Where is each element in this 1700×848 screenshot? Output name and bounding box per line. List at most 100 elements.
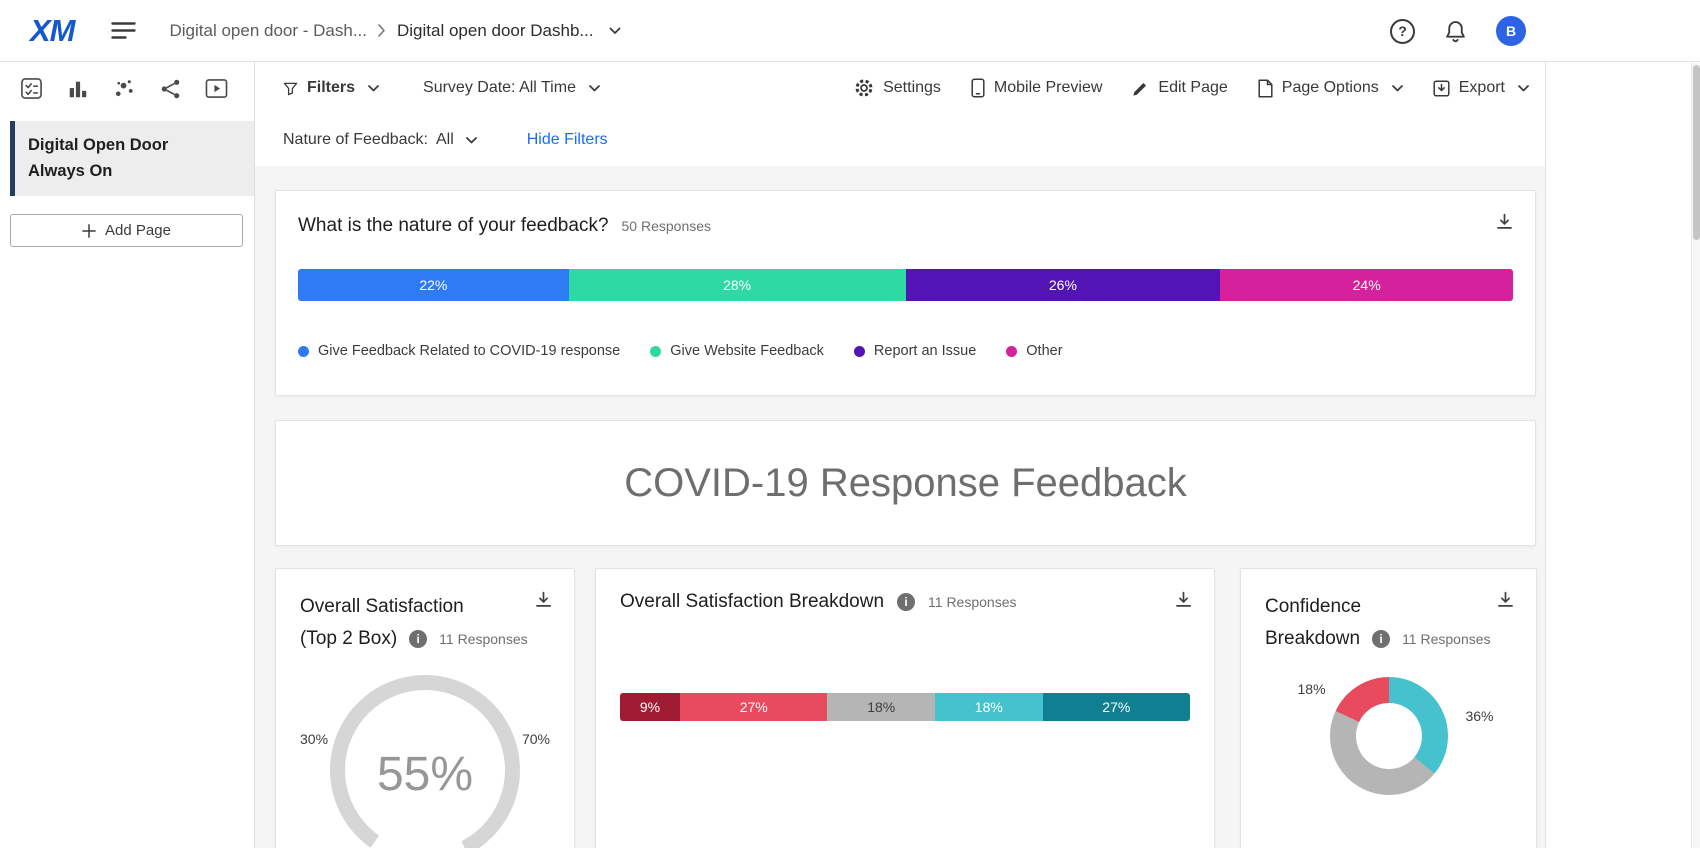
filters-button[interactable]: Filters	[283, 79, 379, 97]
right-gutter	[1546, 62, 1700, 848]
download-icon	[1497, 591, 1514, 608]
gauge-value: 55%	[376, 748, 474, 801]
mobile-phone-icon	[971, 78, 985, 98]
account-avatar[interactable]: B	[1496, 16, 1526, 46]
widget-overall-satisfaction: Overall Satisfaction (Top 2 Box) i 11 Re…	[275, 568, 575, 848]
widget-satisfaction-breakdown: Overall Satisfaction Breakdown i 11 Resp…	[595, 568, 1215, 848]
donut-label-36: 36%	[1465, 708, 1494, 724]
legend-item[interactable]: Give Feedback Related to COVID-19 respon…	[298, 343, 620, 359]
chevron-down-icon	[1391, 84, 1403, 92]
sidebar: Digital Open Door Always On Add Page	[0, 62, 255, 848]
widget-title: What is the nature of your feedback?	[298, 215, 609, 236]
dashboard-panel: Filters Survey Date: All Time	[255, 62, 1546, 848]
topbar-right-actions: ? B	[1390, 0, 1526, 62]
add-page-label: Add Page	[105, 222, 171, 240]
widget-response-count: 11 Responses	[928, 594, 1017, 610]
mobile-preview-button[interactable]: Mobile Preview	[971, 78, 1102, 98]
info-icon[interactable]: i	[897, 593, 916, 611]
hide-filters-link[interactable]: Hide Filters	[526, 131, 608, 148]
legend-item[interactable]: Report an Issue	[853, 343, 976, 359]
hamburger-icon	[110, 21, 136, 40]
nature-stacked-bar-chart: 22% 28% 26% 24%	[298, 269, 1513, 301]
pencil-icon	[1132, 80, 1149, 97]
export-button[interactable]: Export	[1433, 79, 1529, 97]
analysis-button[interactable]	[113, 77, 136, 100]
widget-title-line1: Overall Satisfaction	[300, 596, 464, 617]
stacked-bar-segment: 26%	[905, 269, 1221, 301]
chevron-down-icon[interactable]	[609, 27, 621, 35]
main-area: Digital Open Door Always On Add Page Fil…	[0, 62, 1700, 848]
settings-button[interactable]: Settings	[854, 78, 941, 98]
nature-filter-label: Nature of Feedback:	[283, 131, 428, 148]
dashboard-toolbar: Filters Survey Date: All Time	[255, 62, 1545, 166]
widget-title-line2: (Top 2 Box) i 11 Responses	[300, 623, 550, 655]
add-page-button[interactable]: Add Page	[10, 214, 243, 248]
charts-button[interactable]	[67, 78, 89, 100]
legend-item[interactable]: Give Website Feedback	[650, 343, 824, 359]
survey-date-filter[interactable]: Survey Date: All Time	[423, 79, 600, 97]
download-widget-button[interactable]	[1175, 591, 1192, 608]
chevron-down-icon	[465, 136, 477, 144]
gear-icon	[854, 78, 874, 98]
sidebar-page-digital-open-door[interactable]: Digital Open Door Always On	[10, 121, 254, 197]
export-icon	[1433, 79, 1450, 97]
download-icon	[535, 591, 552, 608]
download-icon	[1175, 591, 1192, 608]
toolbar-row-1: Filters Survey Date: All Time	[283, 62, 1529, 114]
satisfaction-gauge-chart: 55% 30% 70%	[300, 675, 550, 848]
widget-response-count: 11 Responses	[1402, 631, 1491, 647]
scatter-plot-icon	[113, 77, 136, 100]
survey-pages-button[interactable]	[20, 77, 43, 100]
widget-response-count: 11 Responses	[439, 631, 528, 647]
edit-page-label: Edit Page	[1158, 79, 1228, 96]
dashboard-content: What is the nature of your feedback? 50 …	[255, 166, 1545, 848]
nature-chart-legend: Give Feedback Related to COVID-19 respon…	[298, 343, 1513, 359]
bar-chart-icon	[67, 78, 89, 100]
info-icon[interactable]: i	[1372, 630, 1391, 648]
page-options-button[interactable]: Page Options	[1258, 78, 1403, 98]
notifications-button[interactable]	[1445, 20, 1466, 43]
gauge-max-label: 70%	[521, 731, 550, 747]
chevron-right-icon	[378, 24, 386, 37]
breadcrumb-dashboard[interactable]: Digital open door Dashb...	[397, 20, 594, 40]
filters-label: Filters	[307, 79, 356, 96]
stacked-bar-segment: 24%	[1220, 269, 1513, 301]
sidebar-toolbar	[0, 62, 254, 113]
stacked-bar-segment: 27%	[1042, 693, 1190, 721]
breadcrumb-project[interactable]: Digital open door - Dash...	[169, 20, 368, 40]
donut-hole	[1355, 703, 1422, 769]
breadcrumb: Digital open door - Dash... Digital open…	[170, 21, 621, 41]
share-icon	[160, 78, 181, 100]
video-button[interactable]	[205, 78, 228, 99]
export-label: Export	[1458, 79, 1505, 96]
widget-title-line2: Breakdown i 11 Responses	[1265, 623, 1512, 655]
xm-logo[interactable]: XM	[30, 12, 75, 48]
section-heading: COVID-19 Response Feedback	[624, 460, 1187, 505]
legend-item[interactable]: Other	[1006, 343, 1063, 359]
stacked-bar-segment: 18%	[935, 693, 1043, 721]
satisfaction-breakdown-bar-chart: 9% 27% 18% 18% 27%	[620, 693, 1190, 721]
page-options-label: Page Options	[1281, 79, 1379, 96]
widget-header: Overall Satisfaction Breakdown i 11 Resp…	[620, 591, 1190, 613]
download-icon	[1496, 213, 1513, 230]
legend-dot	[853, 345, 865, 357]
edit-page-button[interactable]: Edit Page	[1132, 79, 1228, 97]
widget-title-line1: Confidence	[1265, 596, 1362, 617]
download-widget-button[interactable]	[1497, 591, 1514, 608]
info-icon[interactable]: i	[409, 630, 428, 648]
video-play-icon	[205, 78, 228, 99]
download-widget-button[interactable]	[1496, 213, 1513, 230]
global-nav-menu-button[interactable]	[110, 21, 136, 40]
download-widget-button[interactable]	[535, 591, 552, 608]
widget-header: What is the nature of your feedback? 50 …	[298, 215, 1513, 237]
legend-label: Other	[1026, 343, 1063, 359]
widget-response-count: 50 Responses	[621, 218, 712, 234]
help-button[interactable]: ?	[1390, 18, 1415, 44]
share-button[interactable]	[160, 78, 181, 100]
widgets-row: Overall Satisfaction (Top 2 Box) i 11 Re…	[275, 568, 1537, 848]
stacked-bar-segment: 27%	[680, 693, 828, 721]
settings-label: Settings	[883, 79, 941, 96]
nature-of-feedback-filter[interactable]: Nature of Feedback: All	[283, 131, 477, 149]
scrollbar-thumb[interactable]	[1693, 65, 1700, 240]
chevron-down-icon	[589, 84, 600, 92]
